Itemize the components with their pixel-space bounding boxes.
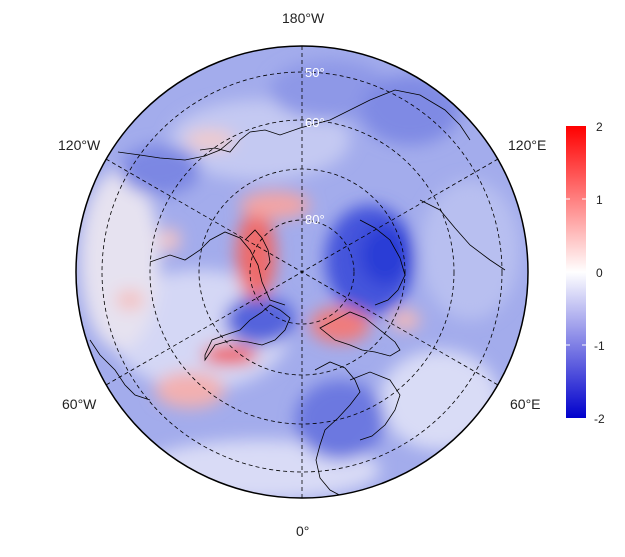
lon-label-60e: 60°E <box>510 396 541 412</box>
lat-label-60: 60° <box>305 115 325 130</box>
colorbar-ticks <box>566 198 586 346</box>
coastlines <box>89 89 506 498</box>
colorbar-tick-2: 2 <box>596 120 603 134</box>
lon-label-0: 0° <box>296 523 310 539</box>
lat-label-80: 80° <box>305 212 325 227</box>
map-outline <box>75 45 529 499</box>
colorbar-tick-neg1: -1 <box>594 339 605 353</box>
lon-label-180w: 180°W <box>282 10 325 26</box>
colorbar <box>566 126 586 418</box>
colorbar-tick-neg2: -2 <box>594 412 605 426</box>
colorbar-tick-1: 1 <box>596 193 603 207</box>
colorbar-tick-0: 0 <box>596 266 603 280</box>
lat-label-50: 50° <box>305 65 325 80</box>
lon-label-120w: 120°W <box>58 137 101 153</box>
lon-label-120e: 120°E <box>508 137 547 153</box>
graticule <box>101 46 503 498</box>
lon-label-60w: 60°W <box>62 396 97 412</box>
